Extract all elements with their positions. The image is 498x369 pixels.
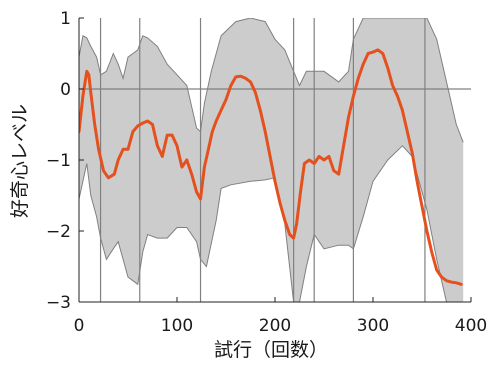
x-tick-label: 400 — [455, 316, 487, 336]
x-tick-label: 200 — [259, 316, 291, 336]
y-tick-label: −3 — [46, 293, 71, 313]
series-line — [79, 48, 463, 286]
y-tick-label: 1 — [60, 9, 71, 29]
series-group — [79, 48, 463, 286]
x-tick-label: 100 — [161, 316, 193, 336]
y-tick-label: −1 — [46, 151, 71, 171]
tick-labels-group: 0 100 200 300 400 1 0 −1 −2 −3 — [46, 9, 487, 336]
y-tick-label: 0 — [60, 80, 71, 100]
x-axis-label: 試行（回数） — [214, 339, 328, 361]
x-tick-label: 0 — [74, 316, 85, 336]
band-upper-edge — [79, 18, 464, 143]
y-tick-label: −2 — [46, 222, 71, 242]
axes-group — [78, 17, 472, 303]
x-tick-label: 300 — [357, 316, 389, 336]
y-axis-label: 好奇心レベル — [9, 104, 31, 218]
band-lower-edge — [79, 145, 464, 302]
